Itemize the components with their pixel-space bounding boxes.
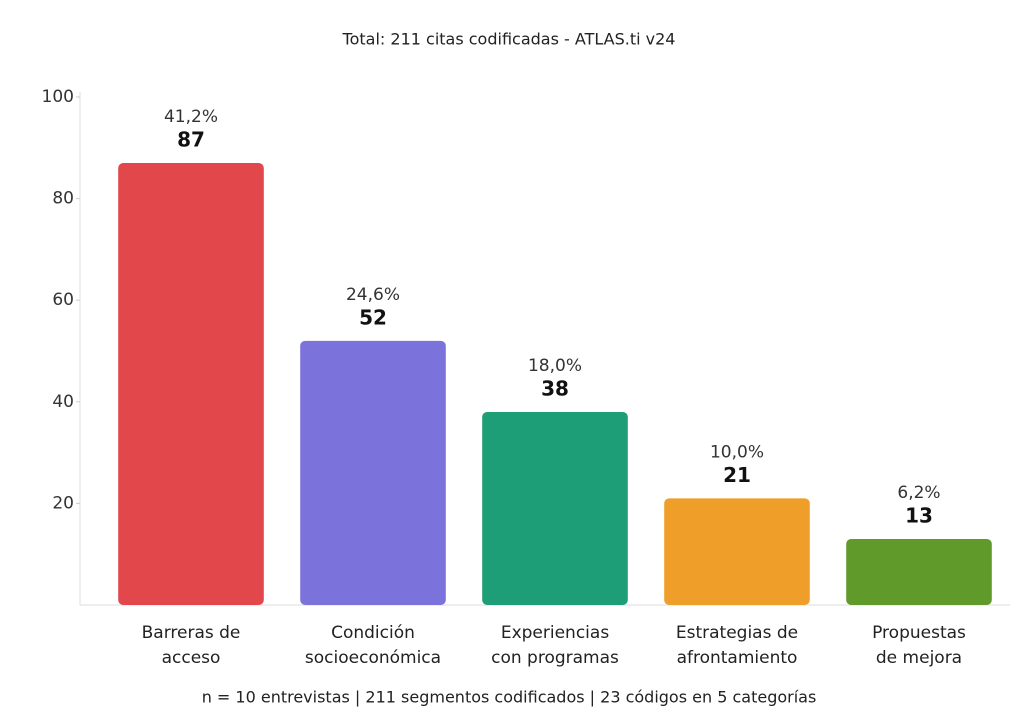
- value-label: 21: [723, 463, 751, 487]
- x-tick-label: Barreras de: [142, 623, 241, 643]
- value-label: 87: [177, 128, 205, 152]
- bar: [300, 340, 446, 605]
- bar: [482, 411, 628, 605]
- x-tick-label: acceso: [162, 648, 221, 668]
- footnote: n = 10 entrevistas | 211 segmentos codif…: [202, 688, 817, 707]
- percent-label: 18,0%: [528, 356, 582, 376]
- y-tick-label: 100: [42, 87, 74, 107]
- chart-subtitle: Total: 211 citas codificadas - ATLAS.ti …: [342, 30, 676, 49]
- y-tick-label: 40: [52, 392, 74, 412]
- x-tick-label: Propuestas: [872, 623, 966, 643]
- bar: [118, 163, 264, 606]
- bar: [664, 498, 810, 605]
- value-label: 52: [359, 305, 387, 329]
- y-tick-label: 20: [52, 493, 74, 513]
- x-tick-label: Estrategias de: [676, 623, 798, 643]
- y-tick-label: 80: [52, 189, 74, 209]
- x-tick-label: afrontamiento: [677, 648, 798, 668]
- x-tick-label: de mejora: [876, 648, 962, 668]
- percent-label: 24,6%: [346, 285, 400, 305]
- percent-label: 6,2%: [897, 483, 940, 503]
- y-tick-label: 60: [52, 290, 74, 310]
- x-tick-label: socioeconómica: [305, 648, 441, 668]
- x-tick-label: Condición: [331, 623, 415, 643]
- value-label: 38: [541, 376, 569, 400]
- value-label: 13: [905, 503, 933, 527]
- percent-label: 10,0%: [710, 442, 764, 462]
- x-tick-label: Experiencias: [501, 623, 609, 643]
- bar: [846, 538, 992, 605]
- x-tick-label: con programas: [491, 648, 619, 668]
- percent-label: 41,2%: [164, 107, 218, 127]
